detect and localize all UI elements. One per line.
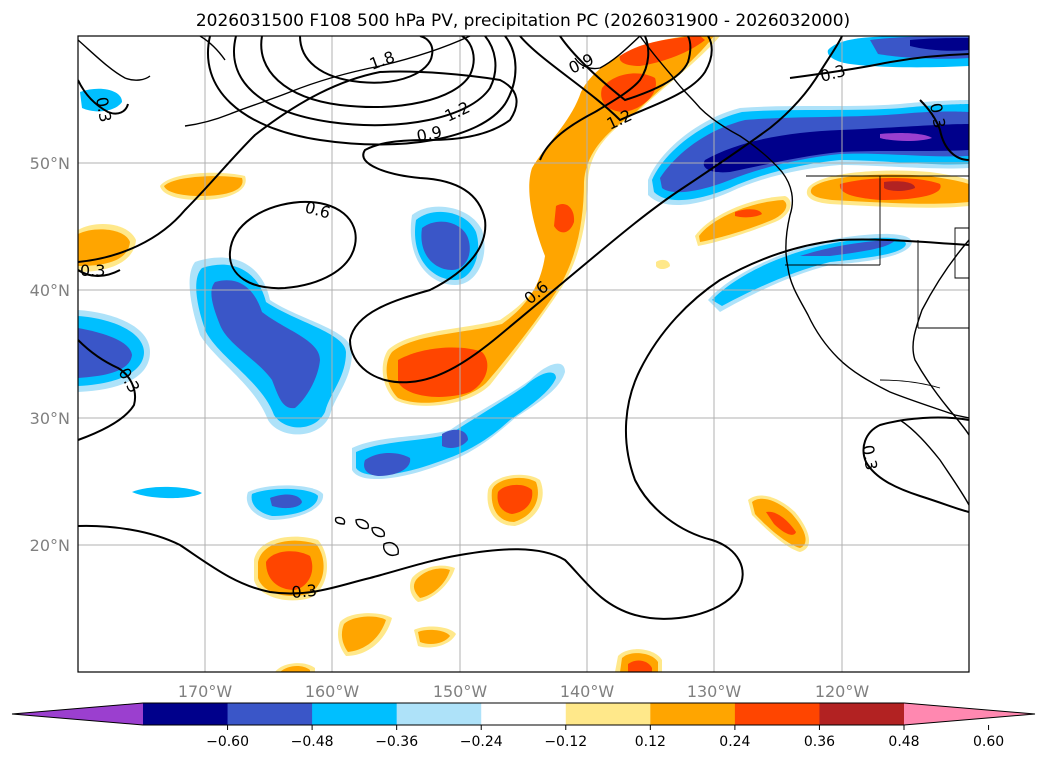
lat-label: 50°N — [30, 154, 70, 173]
figure-title: 2026031500 F108 500 hPa PV, precipitatio… — [196, 11, 850, 31]
pv-contour — [78, 79, 129, 115]
lon-label: 140°W — [560, 682, 615, 701]
positive-anomaly — [280, 666, 310, 672]
map-frame — [77, 35, 970, 673]
pv-contour — [78, 339, 136, 441]
positive-anomaly — [766, 511, 796, 535]
colorbar-segment — [312, 703, 398, 725]
negative-anomaly — [78, 328, 132, 378]
contour-label: 0.9 — [415, 122, 444, 146]
pv-contour — [539, 36, 650, 161]
borders — [785, 175, 969, 389]
colorbar-segment — [734, 703, 820, 725]
positive-anomaly — [656, 259, 670, 269]
pv-contour — [919, 99, 969, 161]
pv-contours — [78, 36, 969, 620]
colorbar-tick-label: 0.24 — [719, 734, 750, 750]
positive-anomaly — [554, 203, 575, 233]
pv-contour — [228, 200, 357, 290]
colorbar-tick-label: 0.48 — [888, 734, 919, 750]
negative-anomaly — [132, 486, 202, 499]
lat-label: 30°N — [30, 409, 70, 428]
positive-anomaly — [341, 616, 386, 652]
contour-label: 0.3 — [291, 581, 318, 602]
negative-anomaly — [421, 221, 470, 270]
lat-axis: 50°N 40°N 30°N 20°N — [30, 154, 70, 555]
positive-anomaly — [413, 568, 450, 598]
positive-anomaly — [735, 209, 762, 218]
colorbar-tick-label: −0.48 — [291, 734, 334, 750]
pv-contour — [789, 53, 969, 79]
colorbar-tick-label: −0.60 — [206, 734, 249, 750]
colorbar-tick-label: 0.36 — [804, 734, 835, 750]
pv-contour — [260, 36, 475, 108]
colorbar-outline — [11, 702, 1036, 726]
negative-anomaly — [880, 133, 932, 141]
negative-anomaly — [80, 88, 122, 112]
map-area: 1.8 1.2 0.9 0.9 1.2 0.6 0.6 0.3 0.3 0.3 … — [78, 36, 969, 672]
colorbar-segment — [819, 703, 905, 725]
negative-anomaly — [270, 494, 302, 509]
contour-label: 0.3 — [92, 95, 115, 123]
colorbar-tick-label: 0.12 — [635, 734, 666, 750]
colorbar-tick-label: −0.24 — [460, 734, 503, 750]
pv-contour — [559, 36, 692, 102]
positive-anomaly — [386, 36, 714, 403]
lon-label: 170°W — [178, 682, 233, 701]
lon-label: 160°W — [305, 682, 360, 701]
lat-label: 40°N — [30, 281, 70, 300]
contour-label: 0.3 — [858, 443, 881, 471]
negative-anomaly — [364, 453, 411, 476]
lon-label: 120°W — [815, 682, 870, 701]
positive-anomaly — [619, 36, 705, 66]
positive-anomaly — [164, 176, 243, 196]
pv-contour — [78, 238, 969, 620]
colorbar: −0.60 −0.48 −0.36 −0.24 −0.12 0.12 0.24 0.36 0.4… — [11, 702, 1036, 750]
colorbar-segment — [565, 703, 651, 725]
pv-contour — [78, 269, 121, 277]
positive-anomaly — [601, 73, 656, 112]
negative-anomaly — [910, 38, 969, 51]
pv-contour — [299, 36, 434, 84]
colorbar-tick-label: 0.60 — [973, 734, 1004, 750]
lon-label: 130°W — [687, 682, 742, 701]
pv-contour — [519, 36, 713, 122]
colorbar-extend-low — [12, 703, 143, 725]
contour-label: 0.3 — [80, 261, 105, 280]
positive-anomaly — [266, 551, 313, 590]
pv-contour — [233, 36, 497, 127]
lon-label: 150°W — [433, 682, 488, 701]
colorbar-segment — [396, 703, 482, 725]
negative-anomaly — [211, 280, 320, 409]
positive-anomaly — [884, 181, 915, 191]
colorbar-extend-high — [904, 703, 1035, 725]
lat-label: 20°N — [30, 536, 70, 555]
pv-contour — [862, 416, 969, 513]
colorbar-segment — [481, 703, 567, 725]
pv-contour — [78, 36, 843, 384]
negative-anomaly — [800, 240, 895, 256]
colorbar-tick-label: −0.12 — [544, 734, 587, 750]
negative-anomaly — [712, 237, 906, 306]
negative-anomaly — [442, 429, 468, 448]
coastlines — [78, 36, 969, 556]
colorbar-segment — [650, 703, 736, 725]
contour-label: 0.3 — [926, 101, 949, 129]
positive-anomaly — [497, 484, 533, 514]
colorbar-segment — [143, 703, 229, 725]
lon-axis: 170°W 160°W 150°W 140°W 130°W 120°W — [178, 682, 870, 701]
colorbar-tick-label: −0.36 — [375, 734, 418, 750]
positive-anomaly — [628, 660, 652, 672]
positive-anomaly — [699, 200, 787, 242]
negative-anomaly — [356, 372, 556, 476]
pv-contour — [207, 36, 517, 146]
positive-anomaly — [418, 629, 450, 644]
positive-anomaly — [78, 229, 130, 266]
colorbar-segment — [227, 703, 313, 725]
